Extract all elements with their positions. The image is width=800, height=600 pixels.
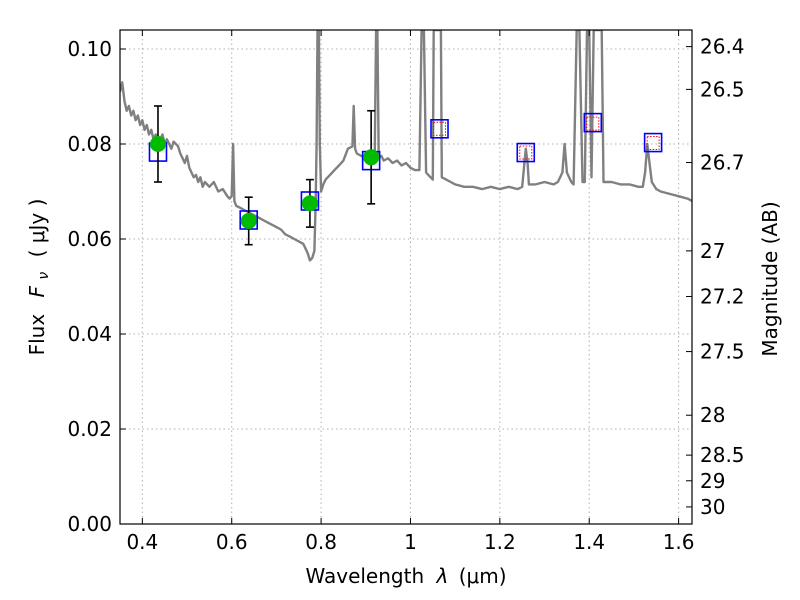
y-tick-label: 0.06 xyxy=(67,227,112,251)
y2-tick-label: 26.7 xyxy=(700,151,745,175)
y2-tick-label: 28 xyxy=(700,403,725,427)
y2-tick-label: 26.5 xyxy=(700,77,745,101)
plot-layer xyxy=(120,30,692,262)
x-tick-label: 1.2 xyxy=(484,530,516,554)
observed-detection-point xyxy=(149,136,166,152)
y-tick-label: 0.08 xyxy=(67,132,112,156)
model-photometry-box xyxy=(643,132,663,153)
model-photometry-box xyxy=(516,142,536,163)
plot-frame xyxy=(119,29,693,525)
tick-layer: 0.4 0.6 0.8 1 1.2 1.4 1.6 0.00 0.02 0.04 0.06 0.08 0… xyxy=(67,30,745,554)
y2-tick-label: 27 xyxy=(700,239,725,263)
y2-tick-label: 26.4 xyxy=(700,35,745,59)
x-tick-label: 0.6 xyxy=(216,530,248,554)
y2-tick-label: 27.5 xyxy=(700,340,745,364)
y2-tick-label: 28.5 xyxy=(700,443,745,467)
y2-axis-label: Magnitude (AB) xyxy=(758,201,782,356)
upper-limit-box xyxy=(433,121,447,136)
grid-layer xyxy=(120,30,692,525)
upper-limit-box xyxy=(646,136,660,151)
observed-detection-point xyxy=(240,212,257,229)
x-tick-label: 0.8 xyxy=(305,530,337,554)
y2-tick-label: 29 xyxy=(700,469,725,493)
upper-limit-box xyxy=(519,145,533,160)
y-tick-label: 0.02 xyxy=(67,417,112,441)
y-axis-label: Flux F ν ( μJy ) xyxy=(25,199,53,356)
x-tick-label: 0.4 xyxy=(126,530,158,554)
plot-area xyxy=(120,30,692,262)
y2-tick-label: 27.2 xyxy=(700,284,745,308)
y2-tick-label: 30 xyxy=(700,495,725,519)
y-tick-label: 0.00 xyxy=(67,512,112,536)
y-tick-label: 0.04 xyxy=(67,322,112,346)
x-tick-label: 1.4 xyxy=(573,530,605,554)
y-tick-label: 0.10 xyxy=(67,37,112,61)
upper-limit-box xyxy=(586,116,600,131)
observed-detection-point xyxy=(301,195,318,212)
model-photometry-box xyxy=(430,119,449,139)
x-tick-label: 1 xyxy=(404,530,417,554)
x-axis-label: Wavelength λ (μm) xyxy=(305,564,506,588)
x-tick-label: 1.6 xyxy=(663,530,695,554)
model-photometry-box xyxy=(583,112,603,133)
model-spectrum-line xyxy=(120,30,692,262)
observed-detection-point xyxy=(363,149,380,166)
